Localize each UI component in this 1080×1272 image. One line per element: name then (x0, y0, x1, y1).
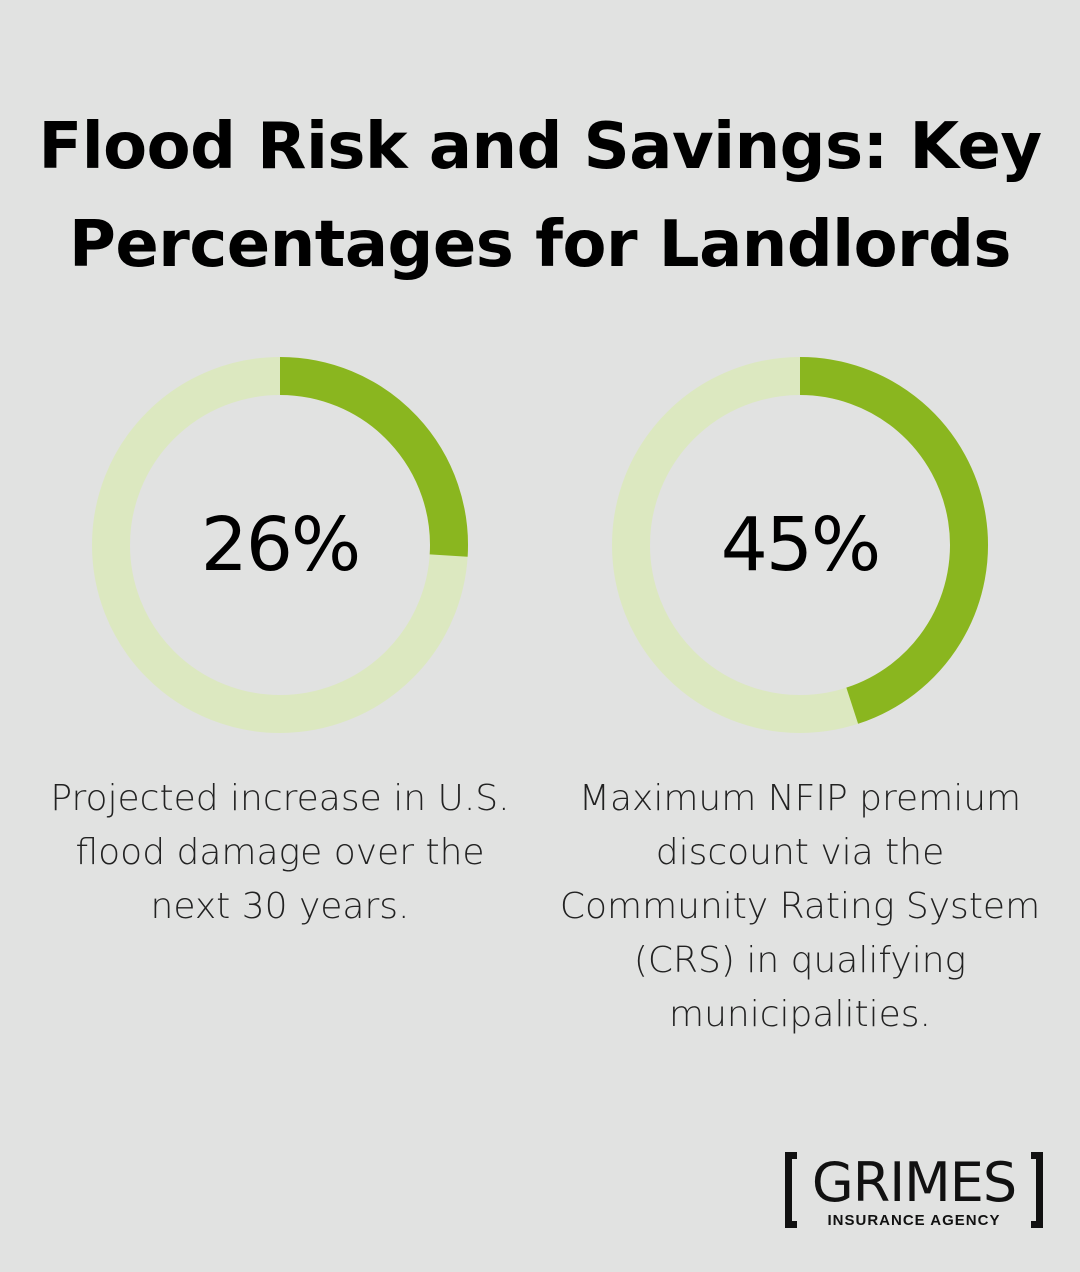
donut-chart-1: 26% (90, 355, 470, 735)
logo-name: GRIMES (811, 1151, 1017, 1214)
donut-description-1: Projected increase in U.S. flood damage … (50, 778, 510, 927)
donut-svg-2 (612, 357, 988, 733)
donut-chart-2: 45% (610, 355, 990, 735)
donut-value-arc (799, 357, 988, 724)
page-title: Flood Risk and Savings: Key Percentages … (0, 98, 1080, 294)
donut-value-arc (279, 357, 468, 557)
title-line-1: Flood Risk and Savings: Key (38, 110, 1042, 184)
donut-svg-1 (92, 357, 468, 733)
logo-subtitle: INSURANCE AGENCY (827, 1212, 1001, 1229)
title-line-2: Percentages for Landlords (68, 208, 1012, 282)
logo-bracket-left (785, 1152, 797, 1228)
donut-description-2: Maximum NFIP premium discount via the Co… (559, 778, 1041, 1035)
logo-bracket-right (1031, 1152, 1043, 1228)
donut-value-label-1: 26% (200, 502, 361, 588)
donut-value-label-2: 45% (720, 502, 881, 588)
grimes-logo: GRIMES INSURANCE AGENCY (785, 1152, 1043, 1232)
